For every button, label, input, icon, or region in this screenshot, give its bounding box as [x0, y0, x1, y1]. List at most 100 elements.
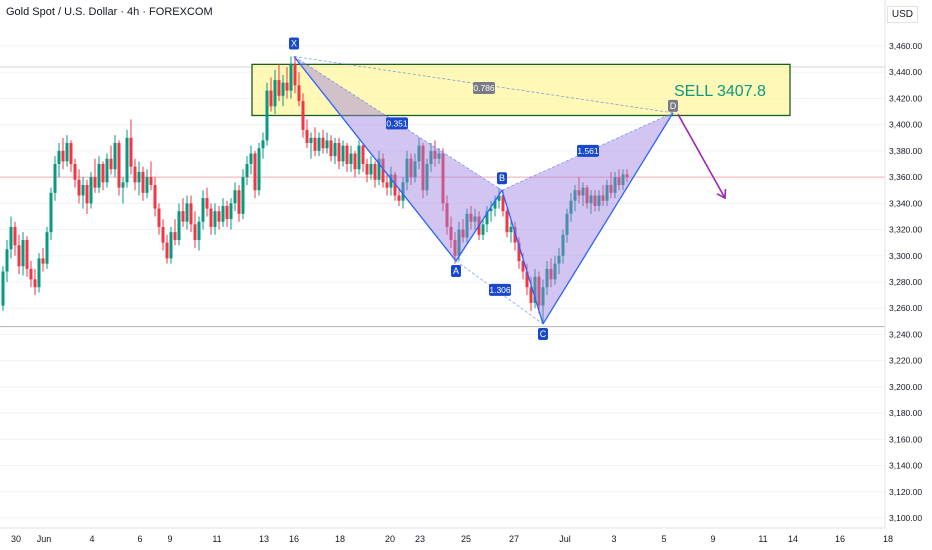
candle-body — [145, 177, 149, 193]
candle-body — [565, 213, 569, 235]
candle-body — [273, 80, 277, 107]
projection-arrow — [677, 113, 726, 199]
candle-body — [193, 224, 197, 241]
candle-body — [405, 158, 409, 183]
candle-body — [161, 226, 165, 243]
point-label-x: X — [291, 38, 297, 48]
candle-body — [173, 232, 177, 241]
candle-body — [253, 153, 257, 191]
y-tick-label: 3,100.00 — [889, 513, 922, 523]
candle-body — [501, 195, 505, 212]
candle-body — [73, 164, 77, 180]
candle-body — [69, 143, 73, 164]
candle-body — [485, 211, 489, 225]
x-tick-label: 3 — [611, 534, 616, 544]
candle-body — [37, 258, 41, 288]
candle-body — [589, 195, 593, 204]
candle-body — [181, 211, 185, 222]
candle-body — [9, 226, 13, 250]
candle-body — [165, 242, 169, 259]
candle-body — [121, 182, 125, 188]
y-tick-label: 3,320.00 — [889, 225, 922, 235]
point-label-bg — [451, 265, 461, 278]
candle-body — [53, 164, 57, 193]
candle-body — [61, 150, 65, 162]
candle-body — [365, 164, 369, 175]
candle-body — [305, 129, 309, 144]
sell-annotation: SELL 3407.8 — [674, 83, 766, 100]
candle-body — [229, 203, 233, 220]
candle-body — [617, 177, 621, 185]
x-tick-label: 11 — [212, 534, 221, 544]
candle-body — [557, 255, 561, 264]
candle-body — [429, 150, 433, 164]
ratio-label-bg — [577, 144, 599, 157]
candle-body — [389, 174, 393, 188]
x-tick-label: 9 — [710, 534, 715, 544]
candle-body — [125, 137, 129, 183]
ratio-label-bg — [386, 117, 408, 130]
y-tick-label: 3,260.00 — [889, 303, 922, 313]
candle-body — [85, 184, 89, 204]
candle-body — [97, 164, 101, 188]
candle-body — [233, 190, 237, 204]
y-tick-label: 3,440.00 — [889, 67, 922, 77]
x-tick-label: 16 — [289, 534, 299, 544]
ratio-line-xb — [293, 56, 503, 191]
y-tick-label: 3,280.00 — [889, 277, 922, 287]
candle-body — [401, 182, 405, 201]
leg-xa — [293, 56, 457, 262]
point-label-bg — [289, 37, 299, 50]
candle-body — [65, 143, 69, 162]
candle-body — [185, 203, 189, 222]
candle-body — [113, 143, 117, 170]
candle-body — [177, 211, 181, 241]
candle-body — [133, 166, 137, 183]
point-label-bg — [497, 172, 507, 185]
candle-body — [297, 85, 301, 102]
y-tick-label: 3,180.00 — [889, 408, 922, 418]
candle-body — [129, 137, 133, 167]
candle-body — [413, 161, 417, 178]
candle-body — [489, 208, 493, 212]
candle-body — [361, 145, 365, 164]
candle-body — [277, 80, 281, 96]
x-axis: 30 Jun 4 6 9 11 13 16 18 20 23 25 27 Jul 3 5 9 11 14 16 18 — [0, 527, 893, 544]
y-tick-label: 3,140.00 — [889, 461, 922, 471]
candle-body — [349, 153, 353, 164]
candle-body — [21, 240, 25, 267]
candle-body — [317, 137, 321, 151]
candle-body — [573, 190, 577, 201]
x-tick-label: 11 — [758, 534, 767, 544]
candle-body — [341, 145, 345, 162]
candle-body — [569, 200, 573, 214]
currency-label[interactable]: USD — [886, 6, 918, 23]
y-axis: 3,460.00 3,440.00 3,420.00 3,400.00 3,380.00… — [884, 0, 922, 528]
x-tick-label: Jun — [37, 534, 52, 544]
candle-body — [437, 153, 441, 159]
x-tick-label: 5 — [661, 534, 666, 544]
candle-body — [397, 195, 401, 201]
candle-body — [517, 242, 521, 262]
leg-ab — [455, 189, 503, 262]
y-tick-label: 3,380.00 — [889, 146, 922, 156]
candle-body — [493, 200, 497, 209]
sell-zone-rect — [251, 63, 791, 117]
candle-body — [313, 137, 317, 151]
candle-body — [353, 153, 357, 170]
point-label-a: A — [453, 266, 459, 276]
ratio-label: 1.561 — [577, 146, 599, 156]
y-tick-label: 3,220.00 — [889, 356, 922, 366]
candle-body — [597, 195, 601, 206]
candle-body — [465, 213, 469, 238]
candle-body — [337, 143, 341, 162]
ratio-label-bg — [473, 81, 495, 94]
triangle-bcd — [502, 112, 673, 324]
y-tick-label: 3,400.00 — [889, 120, 922, 130]
candle-body — [93, 177, 97, 188]
candle-body — [301, 101, 305, 130]
candle-body — [117, 143, 121, 188]
candle-body — [425, 164, 429, 191]
candle-body — [377, 158, 381, 180]
